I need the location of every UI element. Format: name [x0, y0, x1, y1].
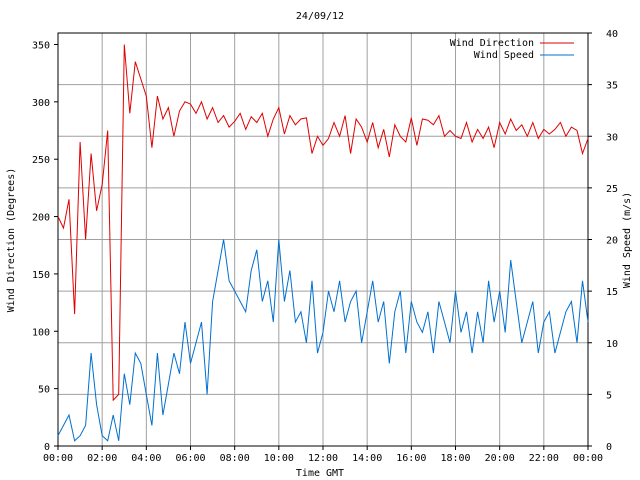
x-tick-label: 22:00 [529, 453, 559, 464]
y-axis-left-title: Wind Direction (Degrees) [6, 168, 17, 313]
y-left-tick-label: 350 [32, 40, 50, 51]
x-tick-label: 02:00 [87, 453, 117, 464]
x-tick-label: 00:00 [43, 453, 73, 464]
y-left-tick-label: 50 [38, 385, 50, 396]
legend-label-wind-direction: Wind Direction [450, 38, 534, 49]
y-left-tick-label: 300 [32, 98, 50, 109]
x-tick-label: 10:00 [264, 453, 294, 464]
chart-title: 24/09/12 [296, 11, 344, 22]
y-right-tick-label: 35 [606, 81, 618, 92]
axes-layer: 00:00 02:00 04:00 06:00 08:00 10:00 12:00 14:00… [32, 29, 618, 464]
y-axis-right-title: Wind Speed (m/s) [622, 192, 633, 288]
legend-label-wind-speed: Wind Speed [474, 50, 534, 61]
y-right-tick-label: 30 [606, 132, 618, 143]
y-right-tick-label: 20 [606, 236, 618, 247]
y-right-tick-label: 25 [606, 184, 618, 195]
y-left-tick-label: 200 [32, 213, 50, 224]
x-tick-label: 18:00 [440, 453, 470, 464]
y-right-tick-label: 10 [606, 339, 618, 350]
chart-grid [58, 33, 588, 446]
x-tick-label: 04:00 [131, 453, 161, 464]
x-tick-label: 20:00 [485, 453, 515, 464]
y-right-tick-label: 5 [606, 390, 612, 401]
x-tick-label: 14:00 [352, 453, 382, 464]
x-tick-label: 00:00 [573, 453, 603, 464]
x-tick-label: 06:00 [175, 453, 205, 464]
x-tick-label: 16:00 [396, 453, 426, 464]
x-tick-label: 08:00 [220, 453, 250, 464]
y-left-tick-label: 150 [32, 270, 50, 281]
y-left-tick-label: 100 [32, 327, 50, 338]
y-left-tick-label: 250 [32, 155, 50, 166]
x-axis-title: Time GMT [296, 468, 344, 479]
wind-speed-series-line [57, 239, 589, 442]
x-tick-label: 12:00 [308, 453, 338, 464]
y-right-tick-label: 0 [606, 442, 612, 453]
wind-direction-series-line [57, 44, 589, 402]
legend: Wind Direction Wind Speed [450, 38, 574, 61]
y-left-tick-label: 0 [44, 442, 50, 453]
y-right-tick-label: 40 [606, 29, 618, 40]
y-right-tick-label: 15 [606, 287, 618, 298]
series-layer [57, 44, 589, 442]
